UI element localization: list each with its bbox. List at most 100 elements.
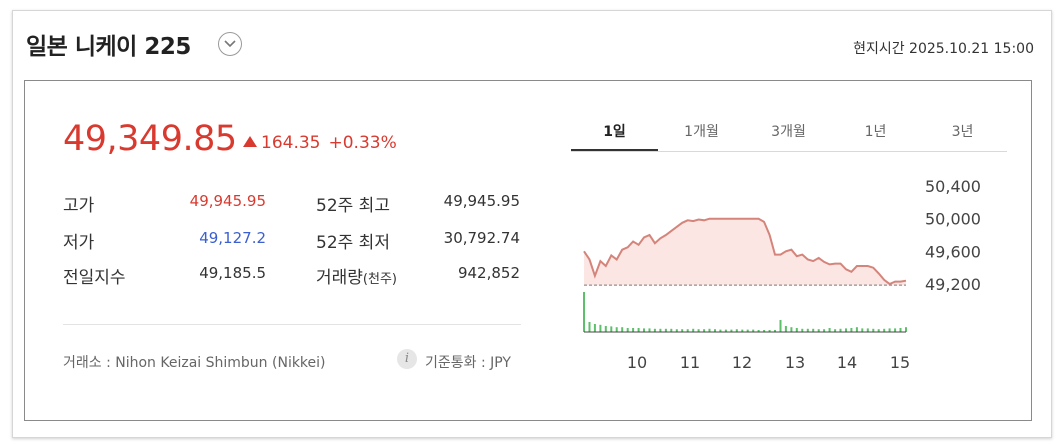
volume-bar [588, 322, 591, 332]
volume-bar [621, 327, 624, 332]
volume-bar [730, 329, 733, 332]
volume-bar [812, 328, 815, 332]
volume-bar [894, 328, 897, 332]
week52-low-value: 30,792.74 [443, 229, 520, 247]
divider [63, 324, 521, 325]
y-tick-label: 50,000 [925, 210, 981, 229]
volume-bar [834, 329, 837, 332]
tab-3m[interactable]: 3개월 [771, 124, 806, 140]
change-percent: +0.33% [328, 133, 397, 153]
high-value: 49,945.95 [189, 192, 266, 210]
volume-label: 거래량(천주) [316, 263, 397, 288]
volume-bar [905, 327, 907, 332]
volume-bar [752, 329, 755, 332]
y-tick-label: 49,600 [925, 242, 981, 261]
high-label: 고가 [63, 196, 95, 216]
volume-bar [839, 328, 842, 332]
volume-bar [801, 328, 804, 332]
volume-bar [686, 329, 689, 332]
volume-bar [877, 329, 880, 332]
volume-bar [724, 329, 727, 332]
volume-bar [845, 328, 847, 332]
x-tick-label: 14 [837, 353, 857, 372]
volume-bar [795, 328, 798, 332]
volume-bar [604, 326, 607, 332]
volume-bar [866, 328, 869, 332]
volume-bar [681, 329, 684, 332]
prev-close-label: 전일지수 [63, 268, 126, 288]
volume-bar [708, 328, 711, 332]
volume-bar [615, 327, 618, 332]
volume-bar [583, 292, 585, 332]
volume-bar [670, 328, 673, 332]
volume-bar [746, 329, 749, 332]
volume-bar [714, 329, 716, 332]
volume-bar [779, 320, 782, 332]
volume-unit: (천주) [362, 272, 397, 287]
page-title: 일본 니케이 225 [26, 34, 191, 60]
x-tick-label: 15 [890, 353, 910, 372]
volume-bar [675, 329, 678, 332]
volume-bar [861, 328, 864, 332]
volume-bar [692, 328, 695, 332]
tab-1m[interactable]: 1개월 [684, 124, 719, 140]
week52-high-value: 49,945.95 [443, 192, 520, 210]
volume-bar [697, 329, 700, 332]
volume-bar [774, 330, 776, 332]
x-tick-label: 12 [732, 353, 752, 372]
chevron-down-icon [224, 40, 236, 48]
local-time: 현지시간 2025.10.21 15:00 [853, 41, 1034, 57]
prev-close-value: 49,185.5 [199, 264, 266, 282]
volume-bar [790, 327, 793, 332]
volume-value: 942,852 [457, 264, 520, 282]
volume-bar [763, 330, 766, 332]
volume-bar [735, 329, 738, 332]
tab-1d[interactable]: 1일 [571, 121, 658, 151]
volume-bar [659, 328, 662, 332]
low-value: 49,127.2 [199, 229, 266, 247]
period-tabs: 1일 1개월 3개월 1년 3년 [571, 119, 1007, 152]
volume-bar [626, 328, 629, 332]
volume-bar [817, 329, 820, 332]
index-select-button[interactable] [218, 32, 242, 56]
volume-bar [719, 329, 722, 332]
tab-3y[interactable]: 3년 [951, 124, 974, 140]
volume-bar [784, 326, 787, 332]
volume-bar [703, 329, 706, 332]
x-tick-label: 10 [627, 353, 647, 372]
volume-bar [593, 324, 596, 332]
x-tick-label: 11 [680, 353, 700, 372]
currency-info: 기준통화 : JPY [425, 355, 511, 371]
volume-bar [855, 327, 858, 332]
volume-bar [823, 329, 826, 332]
price-area [584, 218, 906, 286]
volume-bar [757, 330, 760, 332]
volume-bar [648, 328, 651, 332]
volume-bar [632, 328, 635, 332]
price-line [583, 217, 907, 286]
y-tick-label: 50,400 [925, 177, 981, 196]
volume-bar [610, 326, 613, 332]
volume-bar [599, 324, 602, 332]
quote-card: 49,349.85 164.35 +0.33% 고가 49,945.95 저가 4… [24, 80, 1032, 421]
week52-low-label: 52주 최저 [316, 233, 390, 253]
y-tick-label: 49,200 [925, 275, 981, 294]
info-icon[interactable]: i [397, 349, 417, 369]
low-label: 저가 [63, 233, 95, 253]
volume-bar [850, 328, 853, 332]
volume-label-text: 거래량 [316, 268, 363, 288]
volume-bar [872, 328, 875, 332]
volume-bar [653, 328, 656, 332]
x-tick-label: 13 [785, 353, 805, 372]
volume-bar [888, 328, 891, 332]
volume-bar [664, 328, 667, 332]
volume-bar [806, 328, 809, 332]
tab-1y[interactable]: 1년 [864, 124, 887, 140]
exchange-info: 거래소 : Nihon Keizai Shimbun (Nikkei) [63, 355, 326, 371]
volume-bar [637, 328, 640, 332]
volume-bar [768, 330, 771, 332]
volume-bar [883, 328, 886, 332]
price-change: 164.35 +0.33% [243, 133, 397, 153]
volume-bar [828, 328, 831, 332]
volume-bar [643, 328, 645, 332]
